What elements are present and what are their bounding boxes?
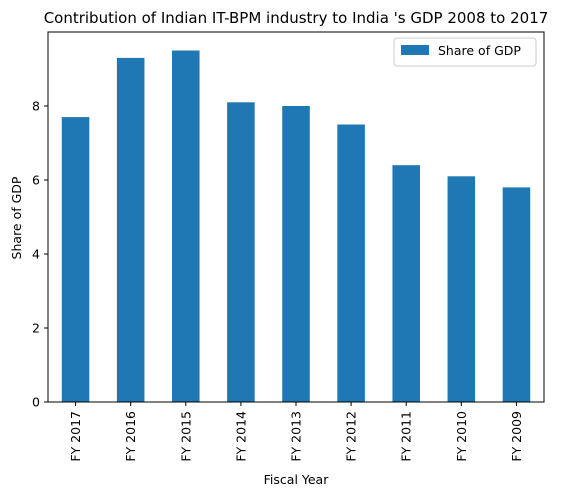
x-tick-label: FY 2016: [123, 411, 138, 462]
x-tick-label: FY 2011: [399, 411, 414, 462]
y-axis-label: Share of GDP: [9, 176, 24, 259]
legend-label: Share of GDP: [438, 43, 521, 58]
y-tick-label: 8: [32, 99, 40, 114]
bar: [447, 176, 476, 402]
x-tick-label: FY 2017: [68, 411, 83, 462]
legend-swatch: [401, 45, 429, 55]
bar: [116, 57, 145, 403]
bar: [392, 165, 420, 402]
y-tick-label: 4: [32, 247, 40, 262]
x-tick-label: FY 2014: [233, 411, 248, 462]
y-tick-label: 0: [32, 395, 40, 410]
x-axis-label: Fiscal Year: [264, 472, 330, 487]
bar: [337, 124, 365, 402]
x-tick-label: FY 2009: [509, 411, 524, 462]
chart-title: Contribution of Indian IT-BPM industry t…: [44, 9, 549, 27]
bar: [227, 102, 255, 403]
x-tick-label: FY 2015: [178, 411, 193, 462]
y-tick-label: 2: [32, 321, 40, 336]
y-tick-label: 6: [32, 173, 40, 188]
bar: [502, 187, 531, 402]
axes-group: 0 2 4 6 8 FY 2017 FY 2016 FY 2015 FY 2014 FY 2013…: [32, 31, 545, 462]
legend-box: [393, 37, 537, 67]
x-tick-label: FY 2012: [344, 411, 359, 462]
bar: [172, 50, 200, 402]
bar: [61, 117, 90, 402]
x-tick-label: FY 2010: [454, 411, 469, 462]
x-tick-label: FY 2013: [289, 411, 304, 462]
bar: [282, 106, 310, 402]
bars-group: [61, 50, 531, 403]
legend: Share of GDP: [393, 37, 537, 67]
